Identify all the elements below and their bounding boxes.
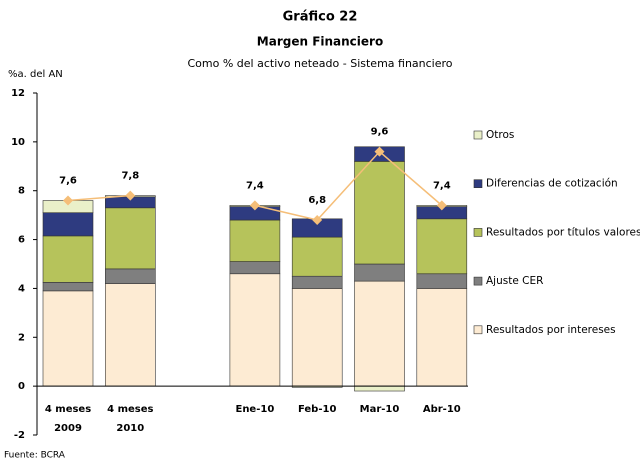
source: Fuente: BCRA <box>4 451 66 461</box>
bar-segment <box>42 282 94 292</box>
total-marker <box>249 200 260 211</box>
total-marker <box>125 190 136 201</box>
bar-segment <box>42 235 94 283</box>
data-label: 7,6 <box>59 175 77 186</box>
total-line <box>67 150 443 221</box>
bar-segment <box>229 273 281 387</box>
bar-segment <box>105 283 156 387</box>
y-tick-label: 6 <box>18 235 25 246</box>
x-tick-label: Feb-10 <box>298 404 336 415</box>
legend-swatch <box>473 179 483 188</box>
data-label: 7,8 <box>121 171 139 182</box>
bar-segment <box>42 290 94 387</box>
bar-segment <box>229 261 281 275</box>
legend-swatch <box>473 130 483 140</box>
chart-subtitle: Margen Financiero <box>257 35 383 49</box>
bar-segment <box>416 218 468 275</box>
y-tick-label: 4 <box>18 283 25 294</box>
x-tick-label: Abr-10 <box>423 404 461 415</box>
y-tick-label: 12 <box>11 88 25 99</box>
legend-label: Ajuste CER <box>486 275 543 287</box>
legend-swatch <box>473 325 483 335</box>
legend-swatch <box>473 276 483 286</box>
x-tick-label: 4 meses 2009 <box>45 404 91 434</box>
x-tick-label: Ene-10 <box>235 404 274 415</box>
chart-title: Gráfico 22 <box>283 10 358 25</box>
y-tick-label: 0 <box>18 381 25 392</box>
y-tick-label: 8 <box>18 186 25 197</box>
chart-caption: Como % del activo neteado - Sistema fina… <box>187 57 452 70</box>
x-tick-label: 4 meses 2010 <box>107 404 153 434</box>
total-marker <box>374 146 385 157</box>
bar-segment <box>105 268 156 284</box>
total-marker <box>312 215 323 226</box>
bar-segment <box>291 288 343 387</box>
legend-label: Otros <box>486 129 514 141</box>
x-tick-label: Mar-10 <box>360 404 400 415</box>
legend-label: Diferencias de cotización <box>486 178 618 190</box>
bar-segment <box>416 288 468 387</box>
bar-segment <box>291 236 343 277</box>
total-marker <box>63 195 73 206</box>
legend-label: Resultados por intereses <box>486 324 616 336</box>
legend-label: Resultados por títulos valores <box>486 226 640 238</box>
y-tick-label: 2 <box>18 332 25 343</box>
total-marker <box>436 200 447 211</box>
data-label: 7,4 <box>433 180 451 191</box>
data-label: 9,6 <box>371 127 389 138</box>
bar-segment <box>354 263 405 282</box>
y-axis-label: %a. del AN <box>8 69 63 80</box>
y-tick-label: -2 <box>14 430 25 441</box>
bar-segment <box>229 219 281 262</box>
bar-segment <box>416 273 468 289</box>
bar-segment <box>354 385 405 392</box>
bar-segment <box>354 161 405 265</box>
data-label: 6,8 <box>308 195 326 206</box>
legend-swatch <box>473 228 483 237</box>
bar-segment <box>42 212 94 237</box>
bar-segment <box>291 275 343 289</box>
y-tick-label: 10 <box>11 137 25 148</box>
bar-segment <box>105 207 156 270</box>
data-label: 7,4 <box>246 180 264 191</box>
bar-segment <box>354 280 405 387</box>
